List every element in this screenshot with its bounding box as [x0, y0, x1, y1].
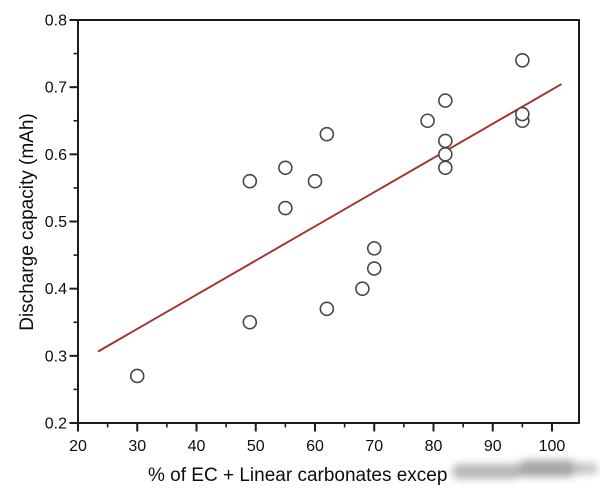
y-tick-label: 0.5 [45, 214, 67, 231]
data-point [420, 113, 435, 129]
x-axis-title: % of EC + Linear carbonates excep [148, 465, 447, 486]
x-tick-label: 40 [188, 438, 206, 455]
y-tick-label: 0.8 [45, 13, 67, 30]
data-point [242, 314, 258, 330]
x-tick-label: 20 [69, 438, 87, 455]
x-tick-label: 100 [539, 438, 566, 455]
y-tick-label: 0.3 [45, 348, 67, 365]
x-tick-label: 60 [306, 438, 324, 455]
data-point [129, 368, 145, 384]
data-point [438, 133, 453, 149]
y-tick-label: 0.4 [45, 281, 67, 298]
data-point [319, 126, 335, 142]
y-axis-title: Discharge capacity (mAh) [17, 113, 38, 331]
data-point [319, 301, 335, 317]
plot-area [77, 19, 580, 424]
y-tick-label: 0.6 [45, 147, 67, 164]
data-point [438, 93, 453, 108]
x-tick-label: 50 [247, 438, 265, 455]
y-axis-major-ticks [69, 19, 78, 424]
y-tick-label: 0.2 [45, 416, 67, 433]
y-tick-label: 0.7 [45, 80, 67, 97]
x-axis-major-ticks [77, 423, 553, 432]
x-axis-tick-labels: 20 30 40 50 60 70 80 90 100 [69, 438, 565, 455]
data-point [307, 173, 323, 189]
data-point [515, 52, 530, 68]
x-tick-label: 30 [128, 438, 146, 455]
data-point [366, 241, 382, 256]
x-axis-minor-ticks [106, 423, 524, 428]
data-point [438, 160, 453, 176]
y-axis-tick-labels: 0.2 0.3 0.4 0.5 0.6 0.7 0.8 [45, 13, 67, 433]
x-tick-label: 90 [484, 438, 502, 455]
data-point [366, 261, 382, 276]
data-point [515, 106, 530, 122]
y-axis-minor-ticks [73, 52, 78, 391]
data-point [278, 200, 293, 216]
data-points [129, 52, 530, 384]
x-tick-label: 70 [365, 438, 383, 455]
data-point [438, 147, 453, 162]
data-point [242, 173, 258, 189]
data-point [355, 281, 370, 296]
linear-fit-line [97, 83, 562, 353]
data-point [278, 160, 293, 176]
x-tick-label: 80 [425, 438, 443, 455]
plot-border-box [77, 19, 580, 424]
trendline [97, 83, 562, 353]
